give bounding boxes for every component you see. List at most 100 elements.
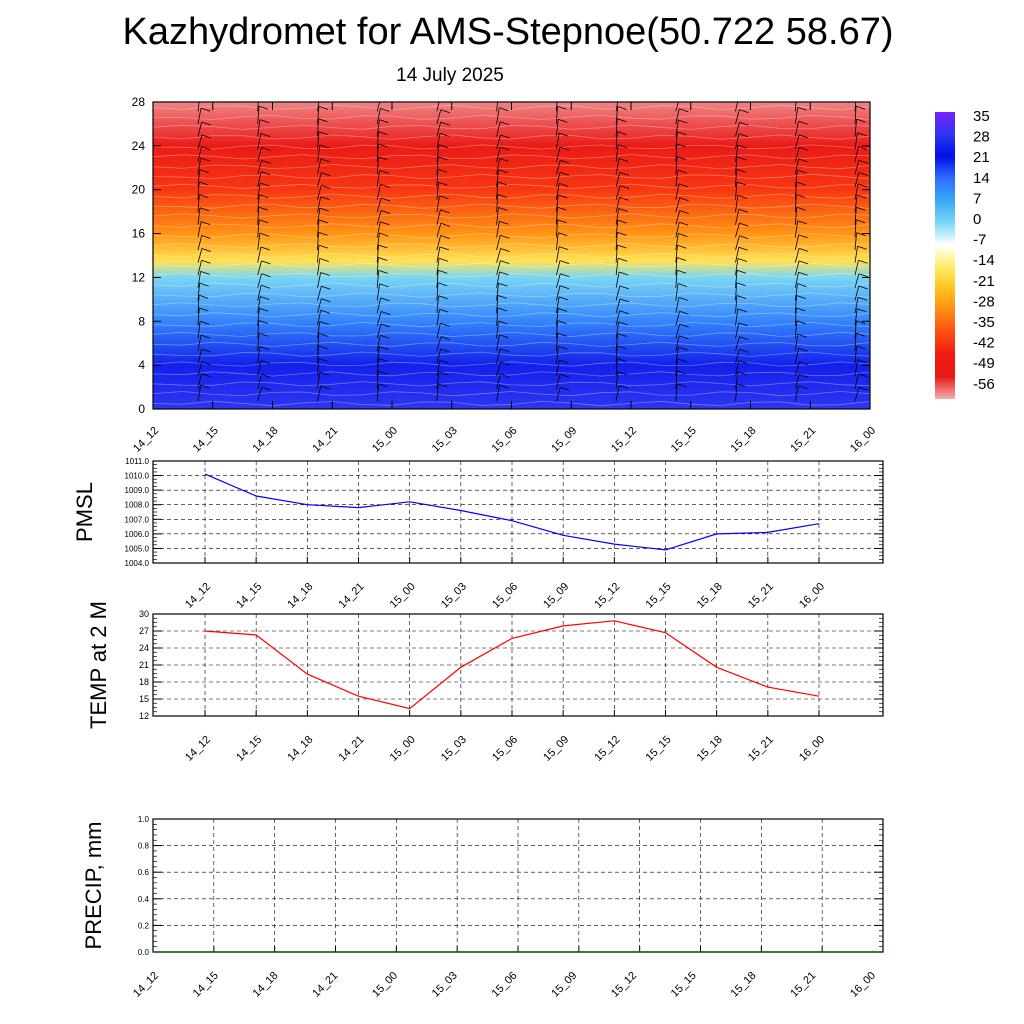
wind-barb-flag bbox=[261, 374, 271, 378]
heatmap-contour-line bbox=[153, 233, 870, 239]
wind-barb-shaft bbox=[376, 210, 382, 225]
x-tick-label: 15_06 bbox=[490, 581, 520, 611]
y-tick-label: 1008.0 bbox=[125, 501, 150, 510]
wind-barb-flag bbox=[560, 273, 570, 278]
wind-barb-flag bbox=[617, 257, 628, 262]
wind-barb-flag bbox=[498, 282, 508, 287]
wind-barb-shaft bbox=[675, 311, 680, 326]
wind-barb-flag bbox=[200, 271, 210, 275]
x-tick-label: 15_18 bbox=[695, 734, 725, 764]
heatmap-x-tick-label: 15_06 bbox=[490, 425, 520, 455]
wind-barb-shaft bbox=[496, 374, 501, 389]
wind-barb-shaft bbox=[496, 248, 501, 263]
wind-barb-shaft bbox=[496, 320, 499, 339]
wind-barb-shaft bbox=[376, 283, 380, 301]
heatmap-x-tick-label: 15_12 bbox=[609, 425, 639, 455]
wind-barb-shaft bbox=[735, 282, 737, 301]
wind-barb-shaft bbox=[436, 323, 441, 339]
wind-barb-shaft bbox=[556, 219, 558, 238]
wind-barb-flag bbox=[617, 333, 627, 337]
y-tick-label: 27 bbox=[139, 626, 149, 636]
wind-barb-flag bbox=[259, 119, 270, 123]
wind-barb-flag bbox=[379, 283, 389, 288]
wind-barb-shaft bbox=[735, 102, 738, 112]
wind-barb-shaft bbox=[317, 196, 322, 213]
wind-barb-flag bbox=[738, 246, 748, 251]
x-tick-label: 15_06 bbox=[490, 734, 520, 764]
wind-barb-shaft bbox=[376, 270, 380, 288]
heatmap-x-tick-label: 15_00 bbox=[370, 425, 400, 455]
x-tick-label: 15_18 bbox=[729, 970, 759, 1000]
wind-barb-shaft bbox=[794, 334, 799, 351]
wind-barb-shaft bbox=[197, 102, 200, 112]
x-tick-label: 14_21 bbox=[337, 734, 367, 764]
y-tick-label: 1.0 bbox=[138, 815, 150, 824]
wind-barb-flag bbox=[797, 220, 807, 225]
wind-barb-flag bbox=[858, 259, 868, 264]
wind-barb-flag bbox=[798, 361, 809, 366]
wind-barb-flag bbox=[438, 144, 449, 149]
x-tick-label: 15_21 bbox=[746, 734, 776, 764]
wind-barb-shaft bbox=[794, 283, 798, 301]
wind-barb-shaft bbox=[854, 232, 857, 251]
wind-barb-flag bbox=[318, 118, 328, 123]
wind-barb-flag bbox=[260, 296, 270, 300]
wind-barb-shaft bbox=[317, 298, 322, 314]
x-tick-label: 14_12 bbox=[183, 581, 213, 611]
heatmap-y-tick-label: 16 bbox=[132, 227, 146, 241]
wind-barb-shaft bbox=[317, 185, 322, 200]
wind-barb-shaft bbox=[436, 383, 439, 402]
wind-barb-flag bbox=[321, 184, 331, 189]
wind-barb-flag bbox=[199, 320, 210, 325]
wind-barb-shaft bbox=[794, 361, 800, 377]
wind-barb-flag bbox=[319, 321, 329, 325]
wind-barb-shaft bbox=[556, 333, 558, 351]
wind-barb-flag bbox=[557, 320, 567, 324]
wind-barb-flag bbox=[797, 94, 806, 97]
heatmap-contour-line bbox=[153, 114, 870, 120]
wind-barb-flag bbox=[736, 181, 747, 186]
wind-barb-shaft bbox=[436, 235, 441, 251]
wind-barb-flag bbox=[438, 257, 449, 262]
wind-barb-flag bbox=[260, 182, 270, 187]
wind-barb-flag bbox=[736, 156, 747, 161]
wind-barb-flag bbox=[380, 311, 391, 315]
wind-barb-shaft bbox=[675, 346, 679, 364]
wind-barb-flag bbox=[198, 181, 209, 186]
wind-barb-shaft bbox=[794, 107, 799, 124]
wind-barb-flag bbox=[855, 219, 866, 224]
wind-barb-shaft bbox=[197, 283, 200, 301]
colorbar-label: 0 bbox=[973, 211, 981, 228]
wind-barb-flag bbox=[260, 171, 271, 176]
wind-barb-flag bbox=[320, 158, 330, 163]
wind-barb-flag bbox=[676, 257, 687, 261]
wind-barb-flag bbox=[557, 308, 568, 312]
wind-barb-shaft bbox=[376, 297, 381, 314]
wind-barb-flag bbox=[858, 159, 869, 164]
wind-barb-flag bbox=[857, 245, 867, 250]
wind-barb-shaft bbox=[317, 333, 320, 351]
wind-barb-shaft bbox=[615, 185, 621, 200]
wind-barb-shaft bbox=[317, 310, 322, 326]
wind-barb-flag bbox=[858, 146, 868, 151]
wind-barb-shaft bbox=[615, 358, 618, 377]
wind-barb-shaft bbox=[496, 181, 499, 200]
wind-barb-shaft bbox=[257, 133, 262, 150]
y-axis-title: PMSL bbox=[72, 482, 97, 542]
heatmap-x-tick-label: 14_15 bbox=[191, 425, 221, 455]
wind-barb-flag bbox=[320, 95, 329, 98]
wind-barb-shaft bbox=[794, 147, 800, 162]
wind-barb-flag bbox=[320, 385, 330, 390]
wind-barb-flag bbox=[738, 133, 749, 138]
wind-barb-shaft bbox=[257, 147, 262, 162]
wind-barb-flag bbox=[498, 320, 508, 325]
wind-barb-flag bbox=[438, 371, 449, 376]
wind-barb-shaft bbox=[675, 358, 678, 377]
wind-barb-shaft bbox=[615, 385, 620, 402]
wind-barb-shaft bbox=[735, 122, 740, 137]
wind-barb-shaft bbox=[675, 335, 680, 351]
colorbar-label: -56 bbox=[973, 376, 995, 393]
wind-barb-shaft bbox=[735, 195, 739, 213]
wind-barb-flag bbox=[319, 207, 329, 212]
wind-barb-flag bbox=[381, 97, 390, 100]
